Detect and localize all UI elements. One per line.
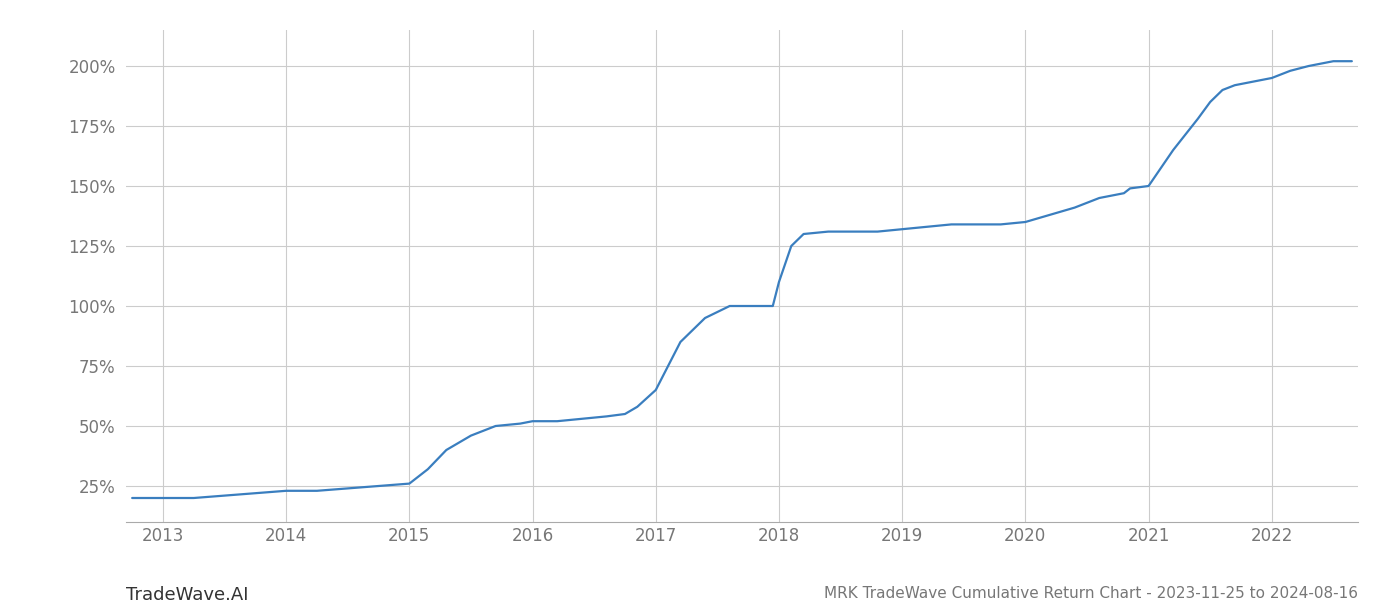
Text: MRK TradeWave Cumulative Return Chart - 2023-11-25 to 2024-08-16: MRK TradeWave Cumulative Return Chart - … xyxy=(825,586,1358,600)
Text: TradeWave.AI: TradeWave.AI xyxy=(126,586,249,600)
